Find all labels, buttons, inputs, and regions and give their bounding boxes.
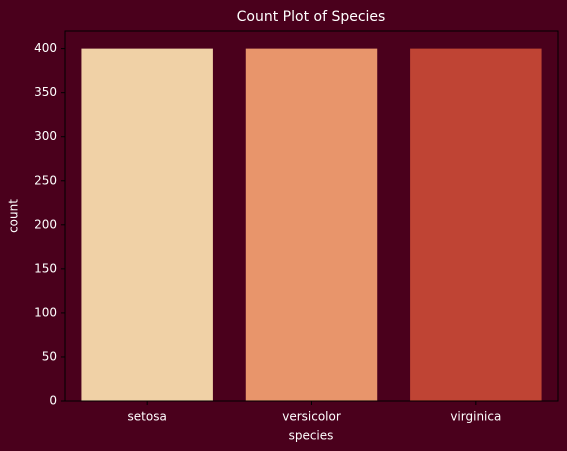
y-tick-label: 200 bbox=[34, 217, 57, 231]
chart-title: Count Plot of Species bbox=[237, 9, 386, 25]
bar bbox=[81, 48, 213, 401]
y-tick-label: 100 bbox=[34, 305, 57, 319]
y-tick-label: 400 bbox=[34, 41, 57, 55]
y-tick-label: 50 bbox=[42, 349, 57, 363]
bar bbox=[410, 48, 542, 401]
y-tick-label: 350 bbox=[34, 85, 57, 99]
x-tick-label: versicolor bbox=[282, 410, 341, 424]
x-tick-label: virginica bbox=[450, 410, 501, 424]
x-tick-label: setosa bbox=[128, 410, 167, 424]
x-axis-label: species bbox=[289, 429, 334, 443]
axes-frame bbox=[64, 30, 559, 402]
y-tick-label: 250 bbox=[34, 173, 57, 187]
y-tick-label: 0 bbox=[49, 394, 57, 408]
bar bbox=[245, 48, 378, 401]
y-tick-label: 150 bbox=[34, 261, 57, 275]
y-tick-label: 300 bbox=[34, 129, 57, 143]
y-axis-label: count bbox=[7, 199, 21, 233]
